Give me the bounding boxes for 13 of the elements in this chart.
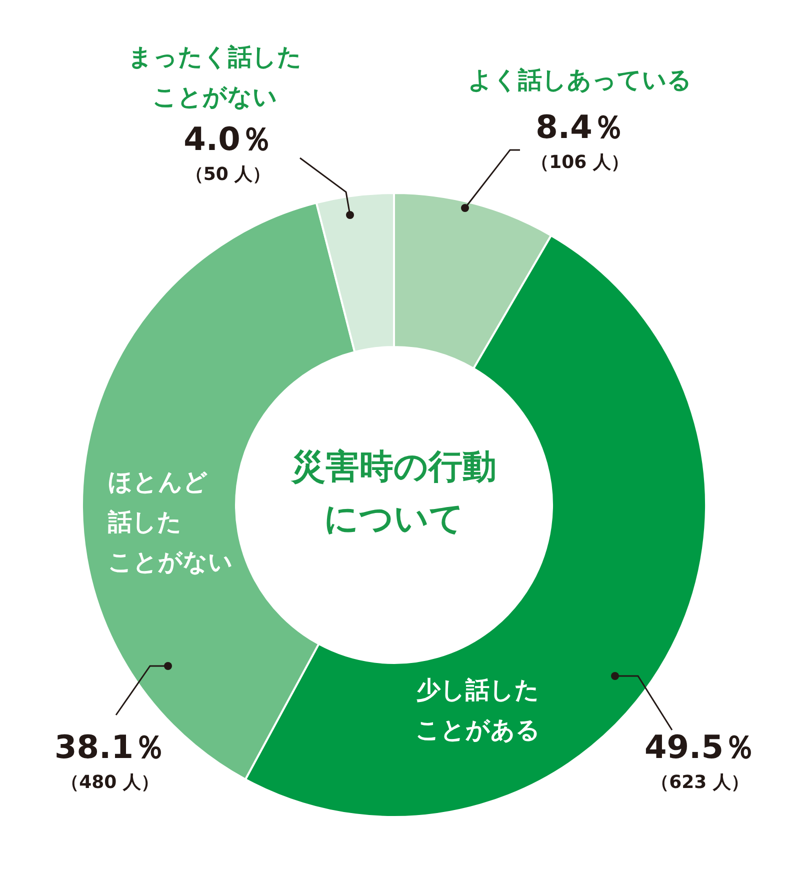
slice-label: まったく話したことがない	[128, 43, 302, 111]
data-label: 4.0％	[184, 120, 272, 158]
text: 災害時の行動について	[290, 447, 496, 539]
text: （50 人）	[185, 164, 271, 185]
text: （106 人）	[531, 152, 629, 173]
data-label: 8.4％	[536, 108, 624, 146]
slice-label: 少し話したことがある	[416, 676, 540, 744]
data-label: 38.1％	[54, 728, 166, 766]
slice-label: よく話しあっている	[468, 66, 692, 94]
text: （480 人）	[61, 772, 159, 793]
data-label: 49.5％	[644, 728, 756, 766]
text: （623 人）	[651, 772, 749, 793]
slice-label: ほとんど話したことがない	[107, 468, 233, 576]
